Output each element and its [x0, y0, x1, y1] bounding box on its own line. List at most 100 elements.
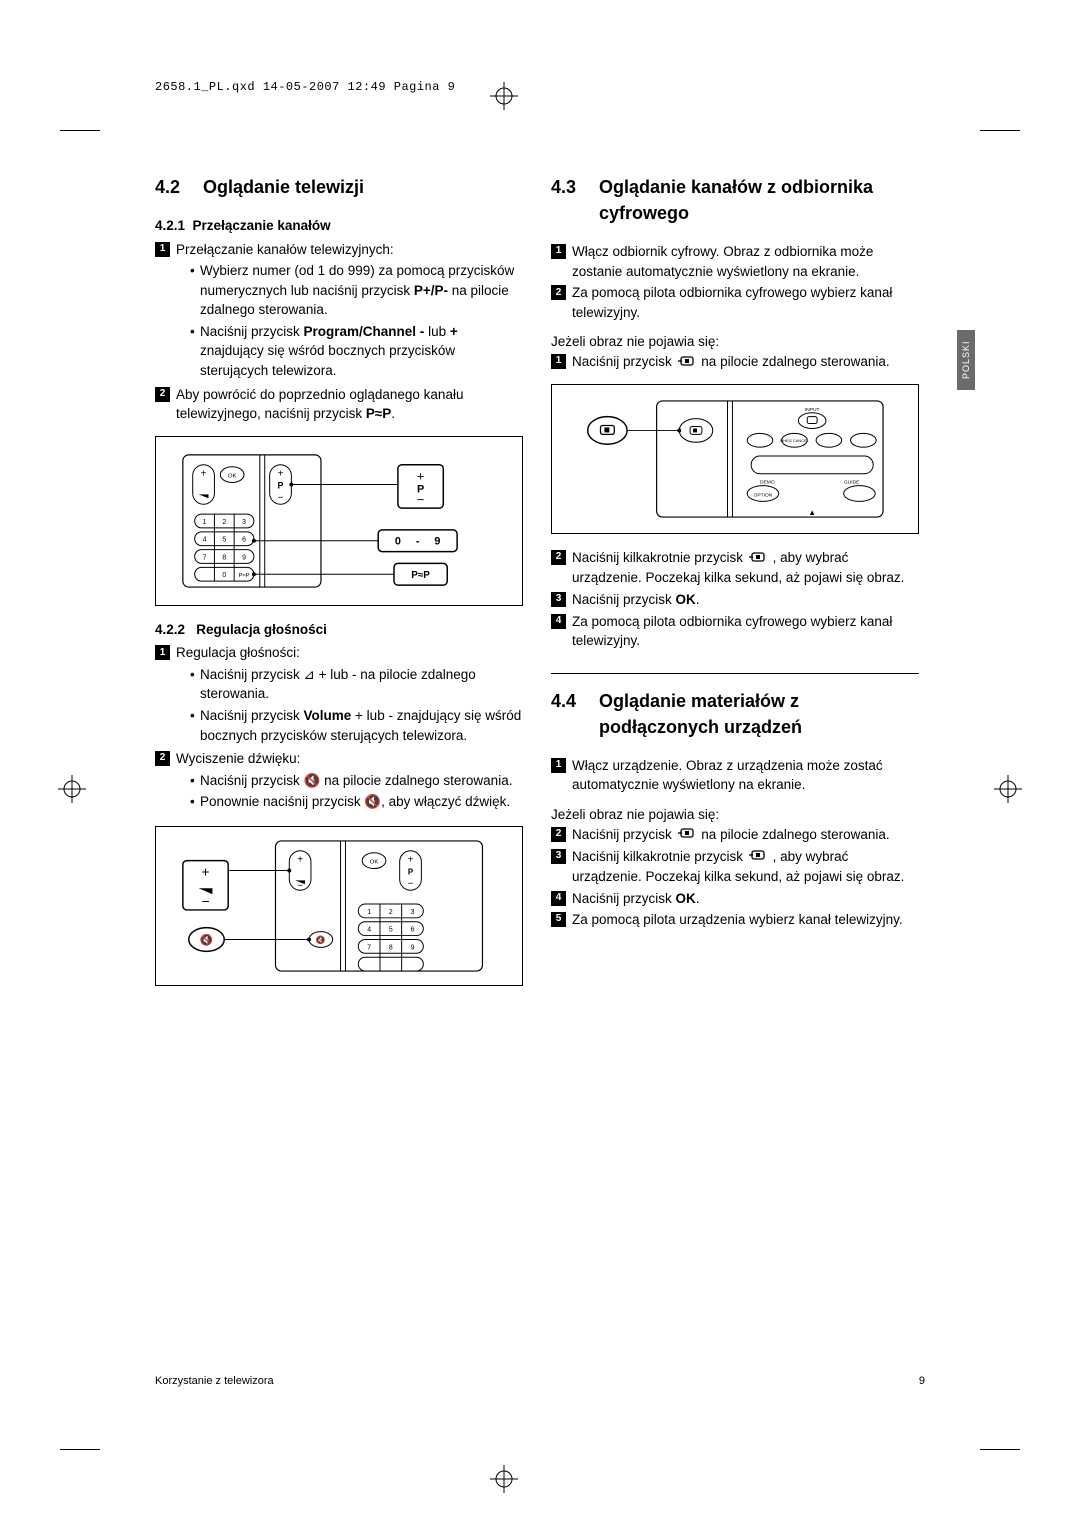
svg-text:P≈P: P≈P — [412, 570, 431, 581]
step: 5 Za pomocą pilota urządzenia wybierz ka… — [551, 910, 919, 930]
step: 1 Przełączanie kanałów telewizyjnych: Wy… — [155, 240, 523, 383]
language-tab: POLSKI — [957, 330, 975, 390]
svg-text:4: 4 — [203, 536, 207, 543]
svg-text:3: 3 — [242, 519, 246, 526]
crop-mark — [60, 130, 100, 200]
step-text: Regulacja głośności: — [176, 645, 300, 660]
print-header: 2658.1_PL.qxd 14-05-2007 12:49 Pagina 9 — [155, 80, 925, 94]
page-number: 9 — [919, 1375, 925, 1387]
svg-text:GUIDE: GUIDE — [843, 480, 859, 486]
svg-text:−: − — [278, 492, 284, 503]
svg-text:7: 7 — [203, 554, 207, 561]
svg-text:+: + — [201, 468, 207, 479]
page-footer: Korzystanie z telewizora 9 — [155, 1375, 925, 1387]
svg-text:6: 6 — [242, 536, 246, 543]
svg-text:DEMO: DEMO — [760, 480, 775, 486]
paragraph: Jeżeli obraz nie pojawia się: — [551, 332, 919, 352]
svg-text:P: P — [278, 480, 284, 490]
svg-text:INPUT: INPUT — [804, 407, 819, 413]
left-column: 4.2 Oglądanie telewizji 4.2.1 Przełączan… — [155, 174, 523, 1000]
step: 2 Za pomocą pilota odbiornika cyfrowego … — [551, 283, 919, 322]
svg-text:2: 2 — [389, 909, 393, 916]
crop-mark — [980, 1380, 1020, 1450]
source-icon — [678, 825, 696, 845]
step-number-icon: 1 — [551, 758, 566, 773]
bullet: Naciśnij przycisk 🔇 na pilocie zdalnego … — [190, 771, 523, 791]
svg-text:+: + — [278, 468, 284, 479]
step: 1 Włącz urządzenie. Obraz z urządzenia m… — [551, 756, 919, 795]
svg-text:4: 4 — [368, 926, 372, 933]
svg-text:MHEG CANCEL: MHEG CANCEL — [780, 438, 810, 443]
svg-text:9: 9 — [242, 554, 246, 561]
svg-text:5: 5 — [223, 536, 227, 543]
step-text: Wyciszenie dźwięku: — [176, 751, 300, 766]
step-number-icon: 1 — [551, 354, 566, 369]
step: 1 Regulacja głośności: Naciśnij przycisk… — [155, 643, 523, 747]
right-column: 4.3 Oglądanie kanałów z odbiornika cyfro… — [551, 174, 919, 1000]
step-number-icon: 2 — [551, 827, 566, 842]
bullet: Naciśnij przycisk Program/Channel - lub … — [190, 322, 523, 381]
crop-mark — [980, 130, 1020, 200]
section-title: Oglądanie kanałów z odbiornika cyfrowego — [599, 174, 919, 226]
step: 4 Za pomocą pilota odbiornika cyfrowego … — [551, 612, 919, 651]
svg-text:6: 6 — [411, 926, 415, 933]
bullet: Naciśnij przycisk Volume + lub - znajduj… — [190, 706, 523, 745]
step-text: Przełączanie kanałów telewizyjnych: — [176, 242, 394, 257]
bullet: Ponownie naciśnij przycisk 🔇, aby włączy… — [190, 792, 523, 812]
svg-text:5: 5 — [389, 926, 393, 933]
section-number: 4.3 — [551, 174, 599, 226]
section-title: Oglądanie telewizji — [203, 174, 364, 200]
step-number-icon: 1 — [551, 244, 566, 259]
divider — [551, 673, 919, 674]
svg-text:7: 7 — [368, 944, 372, 951]
svg-text:1: 1 — [203, 519, 207, 526]
crop-mark — [60, 1380, 100, 1450]
registration-mark — [994, 775, 1022, 803]
svg-text:🔇: 🔇 — [200, 933, 213, 946]
remote-diagram: + OK + P − — [155, 436, 523, 606]
remote-diagram: INPUT MHEG CANCEL DEMO GUIDE — [551, 384, 919, 534]
svg-text:+: + — [417, 468, 424, 483]
footer-left: Korzystanie z telewizora — [155, 1375, 274, 1387]
svg-text:9: 9 — [435, 535, 441, 547]
paragraph: Jeżeli obraz nie pojawia się: — [551, 805, 919, 825]
step-number-icon: 2 — [155, 387, 170, 402]
svg-text:−: − — [408, 878, 414, 889]
svg-text:P≈P: P≈P — [239, 573, 250, 579]
svg-text:0: 0 — [395, 535, 401, 547]
svg-text:0: 0 — [223, 572, 227, 579]
registration-mark — [58, 775, 86, 803]
remote-diagram: + − OK + P − 🔇 — [155, 826, 523, 986]
svg-text:+: + — [202, 864, 210, 879]
section-heading: 4.3 Oglądanie kanałów z odbiornika cyfro… — [551, 174, 919, 226]
step-number-icon: 3 — [551, 592, 566, 607]
subsection-heading: 4.2.2 Regulacja głośności — [155, 620, 523, 640]
section-heading: 4.2 Oglądanie telewizji — [155, 174, 523, 200]
svg-text:OPTION: OPTION — [753, 493, 772, 499]
svg-text:+: + — [408, 854, 414, 865]
step-number-icon: 4 — [551, 891, 566, 906]
section-number: 4.4 — [551, 688, 599, 740]
svg-text:OK: OK — [370, 859, 379, 865]
svg-text:+: + — [298, 854, 304, 865]
svg-text:1: 1 — [368, 909, 372, 916]
subsection-heading: 4.2.1 Przełączanie kanałów — [155, 216, 523, 236]
svg-text:−: − — [417, 492, 424, 507]
svg-text:−: − — [202, 894, 210, 909]
step-number-icon: 2 — [551, 285, 566, 300]
step: 4 Naciśnij przycisk OK. — [551, 889, 919, 909]
section-number: 4.2 — [155, 174, 203, 200]
svg-text:8: 8 — [223, 554, 227, 561]
bullet: Naciśnij przycisk ⊿ + lub - na pilocie z… — [190, 665, 523, 704]
step-number-icon: 2 — [155, 751, 170, 766]
svg-text:−: − — [298, 880, 304, 891]
step-number-icon: 4 — [551, 614, 566, 629]
svg-text:8: 8 — [389, 944, 393, 951]
step: 2 Aby powrócić do poprzednio oglądanego … — [155, 385, 523, 424]
step: 2 Naciśnij przycisk na pilocie zdalnego … — [551, 825, 919, 845]
page-content: 2658.1_PL.qxd 14-05-2007 12:49 Pagina 9 … — [155, 80, 925, 1000]
step-number-icon: 1 — [155, 242, 170, 257]
source-icon — [749, 847, 767, 867]
step: 3 Naciśnij kilkakrotnie przycisk , aby w… — [551, 847, 919, 887]
svg-text:🔇: 🔇 — [316, 934, 326, 944]
